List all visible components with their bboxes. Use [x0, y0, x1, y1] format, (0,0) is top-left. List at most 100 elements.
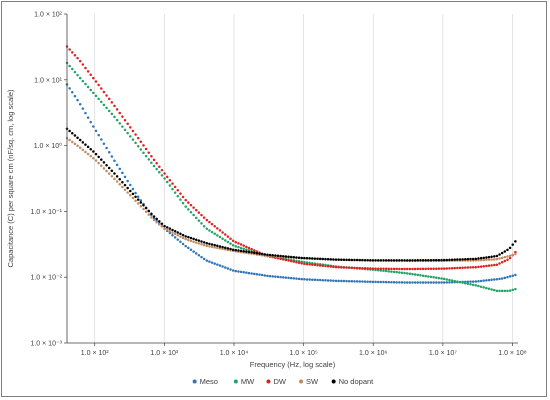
data-point [445, 278, 449, 281]
data-point [440, 277, 443, 280]
data-point [287, 259, 290, 262]
data-point [490, 255, 493, 258]
data-point [86, 116, 90, 119]
data-point [118, 182, 121, 186]
legend-item: No dopant [331, 377, 374, 386]
data-point [94, 94, 98, 98]
data-point [242, 250, 245, 253]
data-point [324, 264, 327, 268]
data-point [514, 252, 517, 256]
data-point [208, 220, 211, 224]
data-point [318, 257, 322, 261]
data-point [464, 258, 467, 261]
data-point [266, 253, 269, 256]
data-point [155, 217, 158, 221]
data-point [100, 138, 103, 141]
data-point [300, 256, 303, 260]
data-point [511, 243, 514, 246]
data-point [226, 267, 230, 270]
data-point [110, 174, 114, 178]
data-point [466, 266, 470, 269]
data-point [229, 247, 232, 251]
data-point [271, 275, 274, 278]
data-point [498, 253, 501, 256]
data-point [376, 259, 380, 262]
data-point [445, 267, 449, 270]
data-point [200, 222, 203, 225]
data-point [408, 272, 412, 275]
data-point [471, 257, 475, 261]
data-point [511, 274, 514, 277]
data-point [105, 94, 108, 97]
data-point [131, 138, 135, 141]
data-point [355, 280, 359, 283]
data-point [234, 240, 238, 244]
data-point [400, 281, 404, 284]
data-point [313, 263, 317, 267]
data-point [78, 102, 82, 106]
data-point [500, 251, 504, 255]
data-point [179, 232, 182, 236]
data-point [432, 281, 435, 284]
data-point [474, 284, 478, 287]
data-point [456, 266, 459, 270]
data-point [247, 271, 251, 275]
data-point [107, 97, 111, 101]
data-point [424, 267, 427, 271]
data-point [495, 263, 499, 266]
data-point [379, 259, 383, 262]
data-point [361, 258, 364, 262]
data-point [239, 270, 243, 274]
data-point [448, 267, 451, 270]
data-point [210, 222, 214, 226]
data-point [118, 111, 121, 115]
data-point [437, 276, 441, 280]
data-point [231, 239, 235, 243]
data-point [84, 66, 87, 70]
data-point [405, 272, 409, 275]
data-point [224, 239, 227, 242]
data-point [284, 276, 288, 279]
data-point [369, 259, 372, 262]
data-point [456, 280, 459, 283]
data-point [374, 280, 377, 284]
data-point [123, 128, 127, 132]
data-point [134, 191, 137, 195]
data-point [160, 168, 164, 172]
data-point [155, 220, 158, 224]
data-point [474, 265, 478, 269]
data-point [311, 257, 314, 260]
data-point [71, 91, 74, 94]
data-point [382, 269, 385, 273]
data-point [184, 244, 187, 248]
data-point [200, 255, 203, 259]
data-point [292, 277, 296, 280]
data-point [179, 198, 182, 201]
data-point [255, 251, 259, 255]
y-tick-label: 1.0 × 10⁻² [30, 275, 62, 282]
data-point [176, 234, 180, 237]
data-point [311, 263, 314, 266]
data-point [493, 278, 496, 281]
data-point [345, 279, 348, 283]
data-point [242, 247, 245, 251]
data-point [121, 185, 124, 189]
data-point [118, 167, 121, 171]
data-point [81, 79, 85, 83]
data-point [255, 273, 259, 276]
data-point [115, 163, 119, 167]
data-point [210, 261, 214, 264]
data-point [165, 175, 169, 179]
data-point [71, 132, 74, 135]
data-point [424, 258, 427, 262]
data-point [485, 264, 488, 268]
data-point [329, 265, 332, 268]
data-point [466, 282, 470, 286]
data-point [305, 257, 309, 260]
series-sw [65, 136, 517, 262]
data-point [92, 150, 95, 153]
legend-label: Meso [200, 377, 218, 386]
data-point [503, 255, 507, 259]
data-point [429, 275, 433, 279]
data-point [121, 171, 124, 175]
